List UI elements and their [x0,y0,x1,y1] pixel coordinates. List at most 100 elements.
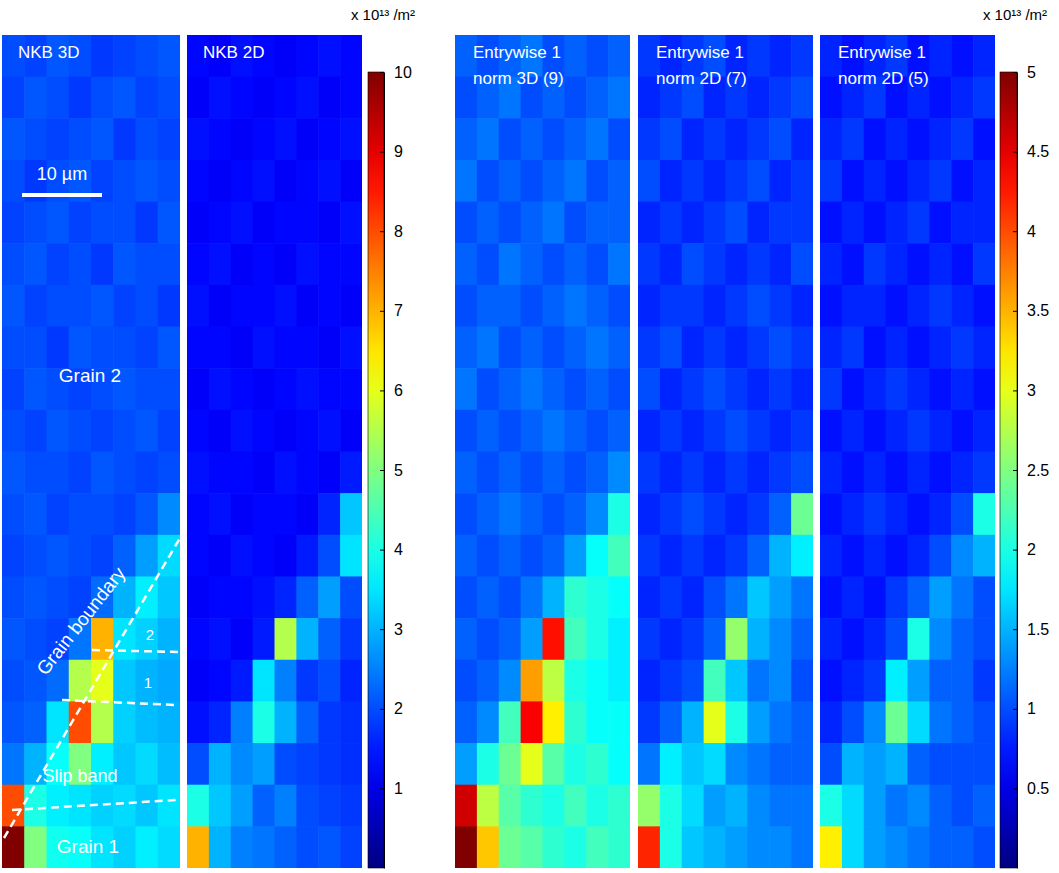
heatmap-cell [820,535,842,577]
heatmap-cell [275,493,297,535]
heatmap-cell [564,243,586,285]
heatmap-cell [682,368,704,410]
heatmap-cell [91,118,114,160]
heatmap-cell [929,285,951,327]
heatmap-cell [136,701,159,743]
heatmap-cell [543,243,565,285]
heatmap-cell [47,118,70,160]
heatmap-cell [864,743,886,785]
heatmap-cell [769,243,791,285]
heatmap-cell [842,660,864,702]
heatmap-cell [908,826,930,868]
heatmap-cell [791,118,813,160]
heatmap-cell [586,77,608,119]
heatmap-cell [477,618,499,660]
heatmap-cell [951,285,973,327]
heatmap-cell [69,452,92,494]
heatmap-cell [726,535,748,577]
heatmap-cell [231,452,253,494]
heatmap-cell [564,618,586,660]
heatmap-cell [929,160,951,202]
heatmap-cell [209,660,231,702]
heatmap-cell [47,327,70,369]
heatmap-cell [69,535,92,577]
heatmap-cell [769,826,791,868]
colorbar-tick-mark [380,709,384,710]
colorbar-tick: 9 [380,143,403,160]
heatmap-cell [499,743,521,785]
colorbar-tick: 2 [380,700,403,717]
heatmap-cell [864,327,886,369]
heatmap-cell [499,826,521,868]
heatmap-cell [908,160,930,202]
heatmap-cell [726,743,748,785]
heatmap-cell [726,118,748,160]
heatmap-cell [209,785,231,827]
heatmap-cell [543,785,565,827]
heatmap-cell [791,493,813,535]
heatmap-cell [769,35,791,77]
heatmap-cell [253,368,275,410]
heatmap-cell [318,576,340,618]
heatmap-cell [209,202,231,244]
heatmap-cell [929,35,951,77]
heatmap-cell [747,701,769,743]
heatmap-cell [296,118,318,160]
heatmap-cell [638,535,660,577]
heatmap-cell [747,743,769,785]
heatmap-cell [682,327,704,369]
heatmap-cell [340,77,362,119]
heatmap-cell [543,327,565,369]
heatmap-cell [318,660,340,702]
heatmap-cell [275,660,297,702]
heatmap-cell [638,243,660,285]
heatmap-cell [660,160,682,202]
heatmap-cell [253,826,275,868]
heatmap-cell [769,701,791,743]
heatmap-cell [842,368,864,410]
heatmap-cell [586,327,608,369]
heatmap-cell [209,452,231,494]
heatmap-cell [951,785,973,827]
heatmap-cell [47,535,70,577]
heatmap-cell [340,535,362,577]
heatmap-cell [296,785,318,827]
heatmap-cell [973,285,995,327]
colorbar-tick-label: 2.5 [1027,462,1049,479]
annotation: 2 [146,626,154,643]
heatmap-cell [704,160,726,202]
heatmap-cell [113,701,136,743]
heatmap-cell [2,243,25,285]
heatmap-cell [209,743,231,785]
heatmap-cell [929,701,951,743]
heatmap-cell [820,660,842,702]
colorbar-tick-label: 2 [1027,541,1036,558]
heatmap-cell [455,785,477,827]
heatmap-cell [47,202,70,244]
heatmap-cell [638,618,660,660]
colorbar-tick-label: 5 [1027,64,1036,81]
heatmap-cell [747,118,769,160]
heatmap-cell [455,202,477,244]
annotation: Grain boundary [32,563,129,680]
heatmap-cell [769,77,791,119]
heatmap-cell [2,826,25,868]
heatmap-cell [660,701,682,743]
heatmap-cell [318,701,340,743]
heatmap-cell [886,743,908,785]
heatmap-cell [929,743,951,785]
heatmap-cell [973,202,995,244]
heatmap-cell [769,493,791,535]
heatmap-cell [564,826,586,868]
heatmap-cell [726,493,748,535]
heatmap-cell [564,77,586,119]
heatmap-cell [747,660,769,702]
heatmap-cell [113,118,136,160]
heatmap-cell [886,576,908,618]
heatmap-cell [158,77,180,119]
heatmap-cell [477,576,499,618]
heatmap-cell [791,160,813,202]
heatmap-cell [455,410,477,452]
figure: NKB 3DNKB 2D10 µmGrain 2Grain boundary21… [0,0,1059,873]
heatmap-cell [747,493,769,535]
